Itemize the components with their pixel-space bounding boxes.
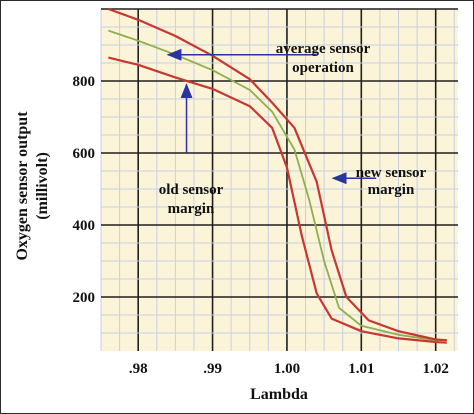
series-group: [108, 7, 447, 344]
tick-labels: .98 .99 1.00 1.01 1.02 200 400 600 800: [73, 74, 449, 377]
annotation-label: old sensor: [159, 182, 224, 198]
y-axis-unit: (millivolt): [34, 152, 51, 220]
annotation-label: new sensor: [356, 165, 427, 181]
series-line-1: [108, 56, 447, 344]
series-line-3: [108, 7, 447, 342]
annotation-label: margin: [368, 182, 415, 198]
annotation-label: average sensor: [276, 41, 371, 57]
series-line-2: [108, 29, 447, 343]
grid: [100, 8, 458, 351]
annotation-label: operation: [292, 60, 354, 76]
x-tick-label: 1.02: [423, 361, 449, 377]
y-tick-label: 400: [73, 218, 96, 234]
x-tick-label: .99: [203, 361, 222, 377]
x-tick-label: 1.01: [348, 361, 374, 377]
x-tick-label: .98: [129, 361, 148, 377]
x-axis-title: Lambda: [250, 386, 308, 403]
y-tick-label: 600: [73, 146, 96, 162]
annotation-label: margin: [168, 201, 215, 217]
x-tick-label: 1.00: [274, 361, 300, 377]
y-axis-title: Oxygen sensor output: [14, 111, 31, 261]
y-tick-label: 800: [73, 74, 96, 90]
y-tick-label: 200: [73, 290, 96, 306]
